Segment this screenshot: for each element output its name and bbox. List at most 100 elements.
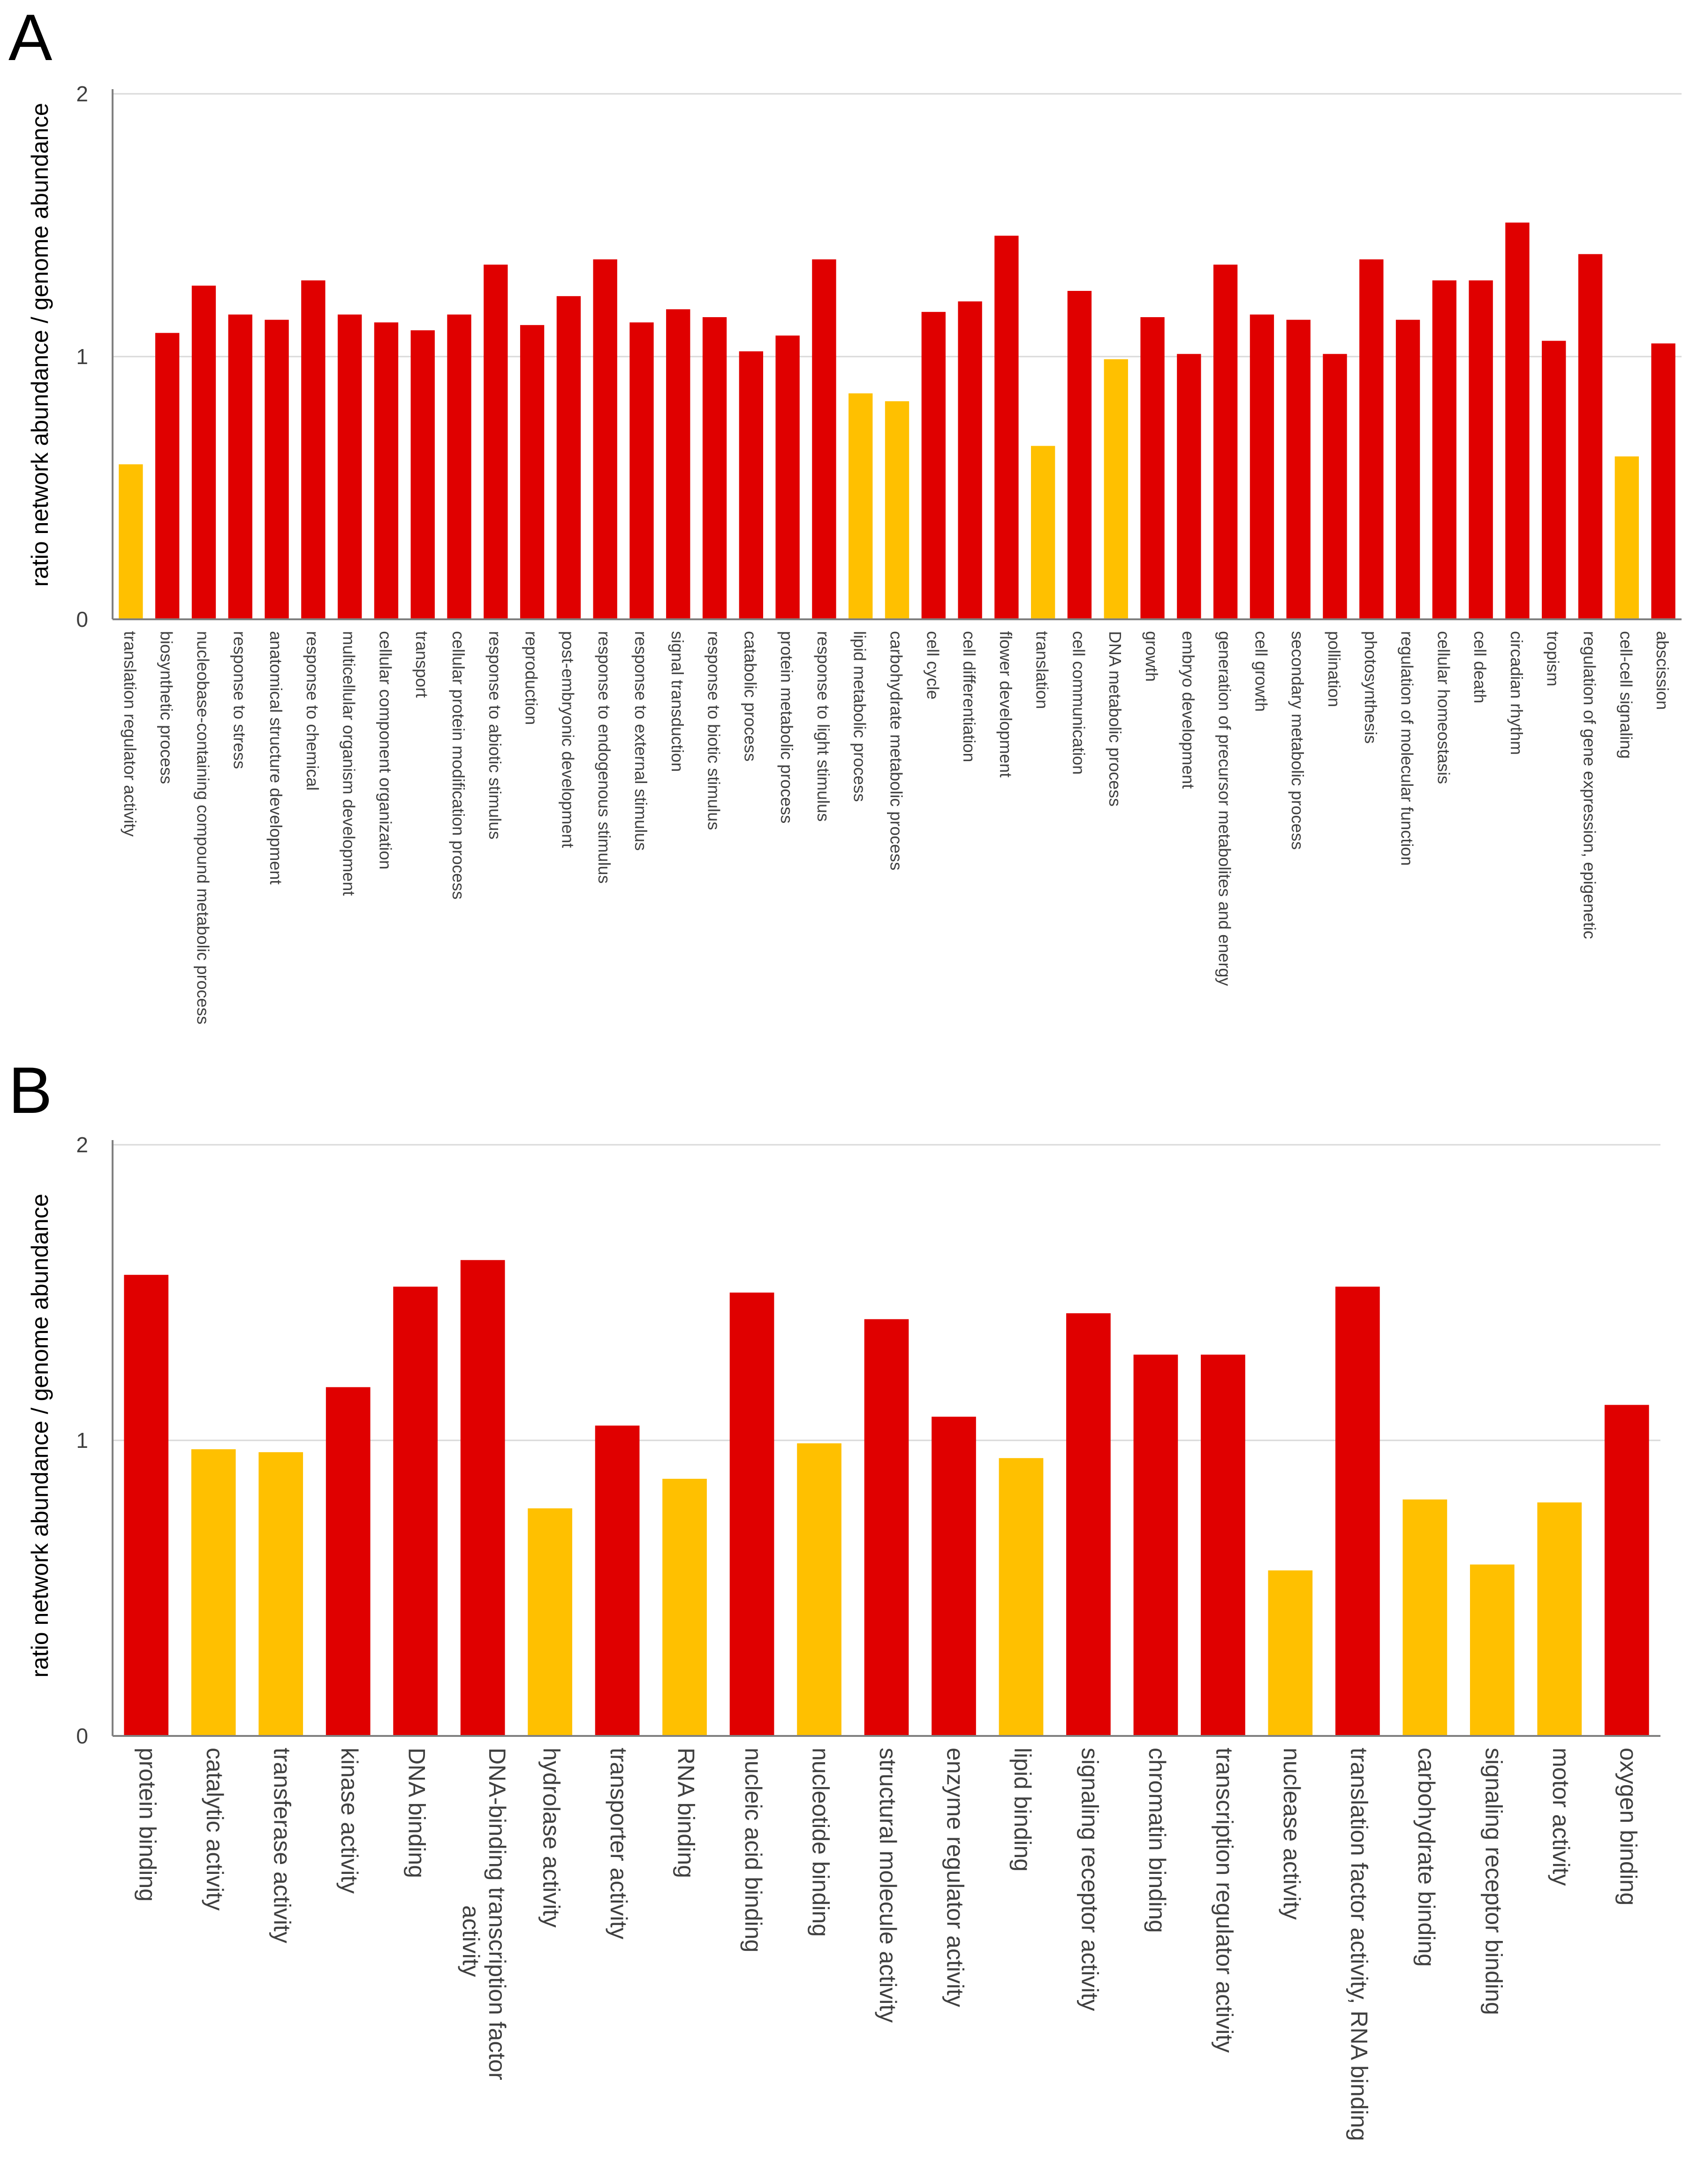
panel-a-bar [702,317,727,619]
panel-b-bar [393,1286,438,1736]
panel-a-bar [410,330,435,619]
panel-a-bar [739,351,764,619]
panel-b-x-tick-label: lipid binding [1009,1748,1036,1872]
panel-a-x-tick-label: multicellular organism development [340,631,359,896]
panel-b-bar [528,1508,572,1736]
panel-a-bar [1104,359,1128,619]
panel-a-bars [119,222,1675,619]
panel-b-y-ticks: 0 1 2 [76,1133,88,1748]
panel-a-bar [447,314,471,619]
panel-a-x-tick-label: cell growth [1251,631,1271,712]
panel-a-bar [228,314,252,619]
panel-b-x-tick-label: DNA binding [404,1748,430,1878]
panel-b-bar [1604,1405,1649,1736]
panel-a-bar [1177,354,1201,619]
panel-b-x-tick-label: translation factor activity, RNA binding [1346,1748,1372,2141]
panel-a-y-tick-label: 2 [76,82,88,106]
panel-a-bar [1286,320,1311,619]
panel-b-bar [258,1452,303,1736]
panel-b-x-tick-label: signaling receptor activity [1076,1748,1103,2011]
panel-a-bar [337,314,362,619]
panel-a-x-tick-label: embryo development [1179,631,1198,789]
panel-a-bar [1542,341,1566,619]
panel-a-bar [958,301,982,619]
panel-a-bar [484,265,508,619]
panel-a-x-tick-label: flower development [996,631,1016,777]
panel-a-x-tick-label: tropism [1544,631,1563,686]
panel-b-x-tick-label: transcription regulator activity [1211,1748,1237,2053]
panel-b-bar [1066,1313,1111,1736]
panel-a-x-tick-label: catabolic process [741,631,760,761]
panel-a-bar [1250,314,1274,619]
panel-b-bar [932,1416,976,1736]
panel-a-x-tick-label: biosynthetic process [157,631,176,784]
panel-a-bar [1614,456,1639,619]
panel-a-x-tick-label: post-embryonic development [558,631,577,848]
panel-a-bar [921,312,946,619]
panel-b-label: B [8,1053,52,1127]
panel-a-bar [1469,280,1493,619]
panel-a-y-axis-title: ratio network abundance / genome abundan… [27,103,53,586]
panel-a-bar [1067,291,1092,619]
panel-a-x-tick-label: transport [412,631,432,698]
panel-a-x-tick-label: DNA metabolic process [1106,631,1125,807]
panel-b-x-tick-label: enzyme regulator activity [942,1748,968,2007]
panel-b-x-tick-label: oxygen binding [1615,1748,1641,1905]
panel-a-bar [191,285,216,619]
panel-a-x-tick-label: anatomical structure development [266,631,286,884]
panel-a-bar [374,322,399,619]
panel-a-x-tick-label: cellular protein modification process [449,631,468,899]
panel-a-x-tick-label: regulation of gene expression, epigeneti… [1580,631,1599,939]
panel-a-x-tick-label: circadian rhythm [1507,631,1526,755]
panel-b-bar [460,1260,505,1736]
panel-a-bar [520,325,545,619]
panel-a-bar [1432,280,1457,619]
panel-b-x-tick-label: DNA-binding transcription factor [484,1748,510,2080]
panel-a-axes [112,89,1682,620]
panel-a-x-tick-label: translation regulator activity [121,631,140,837]
panel-a-label: A [8,0,53,74]
panel-a-bar [265,320,289,619]
panel-a-bar [994,236,1019,619]
panel-a-x-tick-label: growth [1142,631,1161,682]
panel-a-x-tick-label: response to chemical [303,631,322,791]
panel-a-bar [1323,354,1347,619]
panel-b-bar [662,1478,707,1736]
panel-a-x-tick-label: cellular component organization [376,631,395,869]
panel-a-y-tick-label: 0 [76,607,88,632]
panel-a-bar [1213,265,1238,619]
panel-a-bar [885,401,909,619]
panel-b-axes [112,1140,1660,1737]
panel-a-x-ticks: translation regulator activity biosynthet… [121,631,1672,1025]
panel-a-bar [1395,320,1420,619]
panel-a-bar [849,393,873,619]
panel-a-x-tick-label: response to stress [230,631,249,769]
panel-b-x-tick-label: nucleic acid binding [740,1748,766,1952]
panel-a-bar [666,309,690,619]
panel-a-x-tick-label: response to light stimulus [814,631,833,822]
panel-a-bar [155,333,180,619]
panel-a-x-tick-label: response to endogenous stimulus [595,631,614,883]
panel-b-x-tick-label: structural molecule activity [875,1748,901,2023]
panel-a-x-tick-label: nucleobase-containing compound metabolic… [193,631,212,1025]
panel-a-x-tick-label: response to biotic stimulus [705,631,724,830]
panel-a-bar [812,259,836,619]
panel-a-x-tick-label: translation [1033,631,1052,709]
panel-a-x-tick-label: cellular homeostasis [1434,631,1453,784]
panel-a-x-tick-label: protein metabolic process [777,631,796,823]
panel-a-x-tick-label: cell differentiation [960,631,979,762]
panel-a-bar [301,280,326,619]
panel-b-bar [595,1425,640,1736]
panel-b-y-tick-label: 0 [76,1724,88,1748]
panel-a-bar [556,296,581,619]
panel-b-x-tick-label: motor activity [1548,1748,1574,1886]
panel-b-bar [999,1458,1044,1736]
panel-a-bar [1359,259,1384,619]
panel-a-x-tick-label: photosynthesis [1361,631,1380,744]
panel-a-bar [1031,446,1055,619]
panel-b-bar [1537,1502,1582,1736]
panel-b-x-tick-label: catalytic activity [202,1748,228,1910]
panel-a-y-tick-label: 1 [76,344,88,369]
panel-b-bar [864,1319,909,1736]
